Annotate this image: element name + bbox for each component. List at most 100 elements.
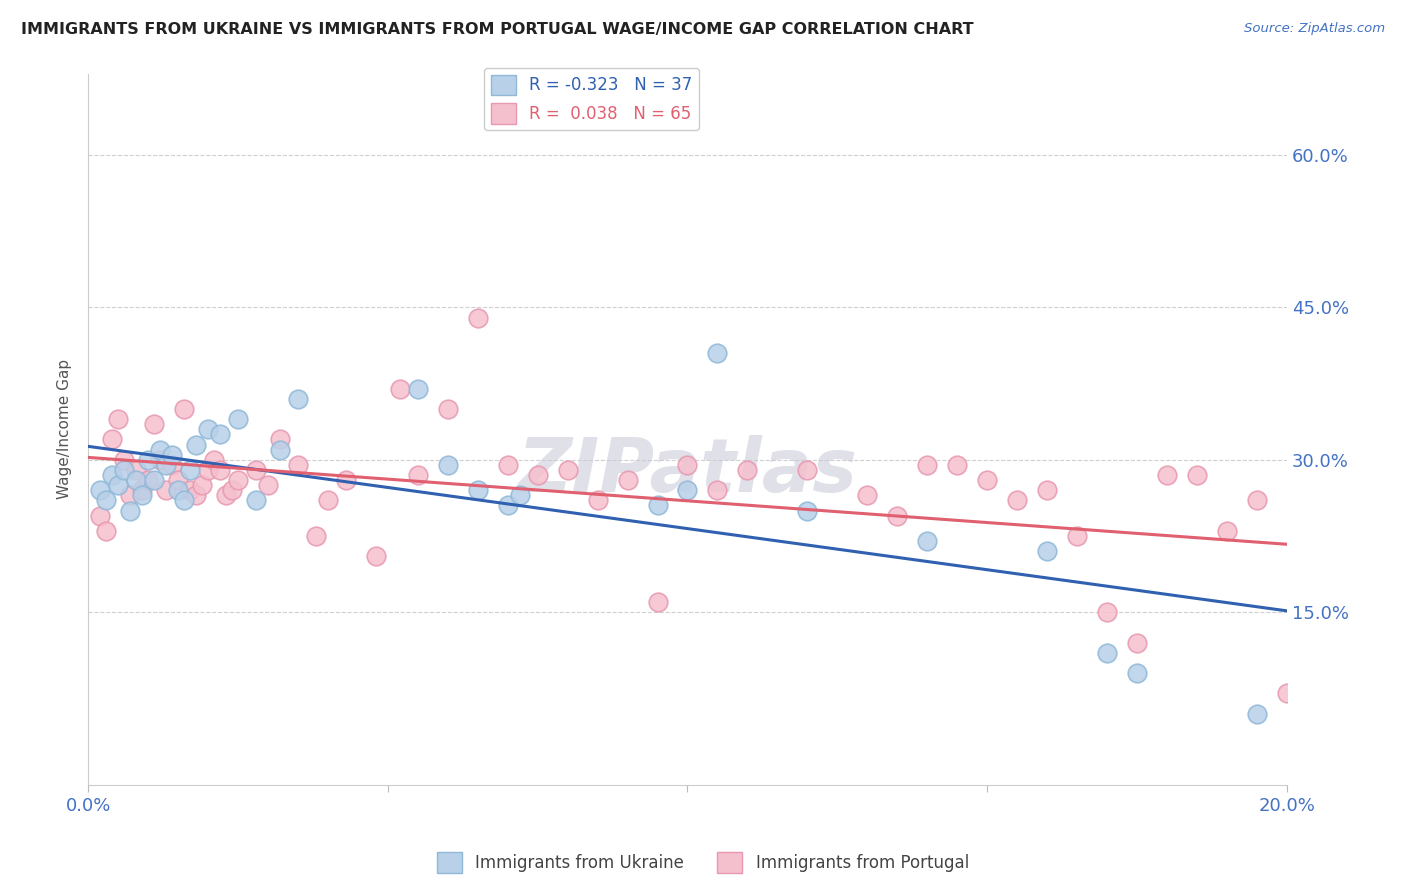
Point [706,346,728,360]
Point [167,473,190,487]
Point [676,458,699,472]
Point [305,529,328,543]
Point [1246,706,1268,721]
Point [406,468,429,483]
Point [496,499,519,513]
Point [557,463,579,477]
Point [287,392,309,406]
Point [184,488,207,502]
Point [107,412,129,426]
Point [120,503,142,517]
Point [173,402,195,417]
Point [221,483,243,498]
Point [1036,483,1059,498]
Legend: R = -0.323   N = 37, R =  0.038   N = 65: R = -0.323 N = 37, R = 0.038 N = 65 [484,68,699,130]
Point [155,458,177,472]
Point [149,442,172,457]
Point [946,458,969,472]
Text: ZIPatlas: ZIPatlas [517,435,858,508]
Point [287,458,309,472]
Point [316,493,339,508]
Point [364,549,387,564]
Point [1336,468,1358,483]
Point [737,463,759,477]
Point [226,473,249,487]
Point [136,473,159,487]
Point [1365,620,1388,634]
Point [89,483,111,498]
Point [1156,468,1178,483]
Point [215,488,238,502]
Legend: Immigrants from Ukraine, Immigrants from Portugal: Immigrants from Ukraine, Immigrants from… [430,846,976,880]
Point [467,483,489,498]
Point [202,452,225,467]
Point [467,310,489,325]
Point [112,452,135,467]
Point [796,503,818,517]
Point [1275,686,1298,700]
Point [94,524,117,538]
Point [94,493,117,508]
Point [208,463,231,477]
Point [143,417,166,432]
Point [184,437,207,451]
Point [388,382,411,396]
Point [149,452,172,467]
Point [160,448,183,462]
Point [676,483,699,498]
Point [179,463,201,477]
Point [1216,524,1239,538]
Point [886,508,908,523]
Point [167,483,190,498]
Text: Source: ZipAtlas.com: Source: ZipAtlas.com [1244,22,1385,36]
Point [1126,666,1149,681]
Point [208,427,231,442]
Point [245,463,267,477]
Point [647,595,669,609]
Point [796,463,818,477]
Point [976,473,998,487]
Point [1095,605,1118,619]
Point [257,478,280,492]
Point [125,473,148,487]
Point [1395,706,1406,721]
Point [101,468,124,483]
Point [131,488,153,502]
Point [191,478,214,492]
Point [586,493,609,508]
Point [136,452,159,467]
Point [856,488,879,502]
Point [915,458,938,472]
Point [155,483,177,498]
Point [915,534,938,549]
Point [1005,493,1028,508]
Point [1126,635,1149,649]
Point [706,483,728,498]
Point [616,473,638,487]
Point [406,382,429,396]
Point [245,493,267,508]
Point [335,473,357,487]
Point [269,442,291,457]
Point [526,468,548,483]
Point [143,473,166,487]
Point [1036,544,1059,558]
Y-axis label: Wage/Income Gap: Wage/Income Gap [58,359,72,500]
Point [269,433,291,447]
Point [125,463,148,477]
Point [436,402,458,417]
Point [89,508,111,523]
Point [496,458,519,472]
Point [101,433,124,447]
Point [1066,529,1088,543]
Point [509,488,531,502]
Text: IMMIGRANTS FROM UKRAINE VS IMMIGRANTS FROM PORTUGAL WAGE/INCOME GAP CORRELATION : IMMIGRANTS FROM UKRAINE VS IMMIGRANTS FR… [21,22,974,37]
Point [107,478,129,492]
Point [197,422,219,436]
Point [112,463,135,477]
Point [160,458,183,472]
Point [226,412,249,426]
Point [1246,493,1268,508]
Point [436,458,458,472]
Point [173,493,195,508]
